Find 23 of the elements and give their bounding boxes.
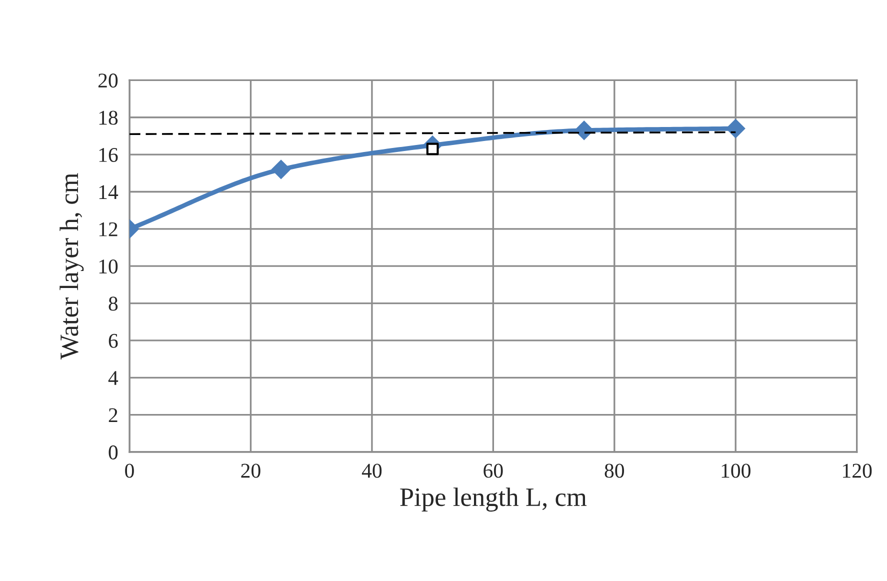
- y-tick-label: 0: [108, 445, 118, 460]
- y-tick-label: 18: [99, 110, 118, 125]
- y-tick-label: 8: [108, 296, 118, 311]
- x-tick-label: 80: [604, 464, 624, 478]
- y-tick-label: 6: [108, 334, 118, 348]
- y-axis-title: Water layer h, cm: [60, 173, 84, 360]
- x-axis-title: Pipe length L, cm: [400, 488, 587, 512]
- y-tick-label: 4: [108, 371, 118, 385]
- x-tick-label: 60: [484, 464, 503, 478]
- y-tick-label: 12: [99, 222, 118, 236]
- point: [271, 160, 291, 179]
- y-tick-label: 16: [99, 148, 118, 162]
- point: [726, 118, 746, 138]
- x-tick-label: 0: [125, 464, 134, 478]
- y-tick-label: 20: [98, 74, 118, 88]
- x-tick-label: 100: [722, 464, 750, 478]
- point: [426, 142, 439, 156]
- y-tick-label: 14: [99, 185, 118, 199]
- x-tick-label: 20: [241, 464, 260, 478]
- y-tick-label: 2: [108, 408, 118, 422]
- y-tick-label: 10: [99, 259, 118, 274]
- x-tick-label: 40: [362, 464, 382, 478]
- x-tick-label: 120: [843, 464, 872, 478]
